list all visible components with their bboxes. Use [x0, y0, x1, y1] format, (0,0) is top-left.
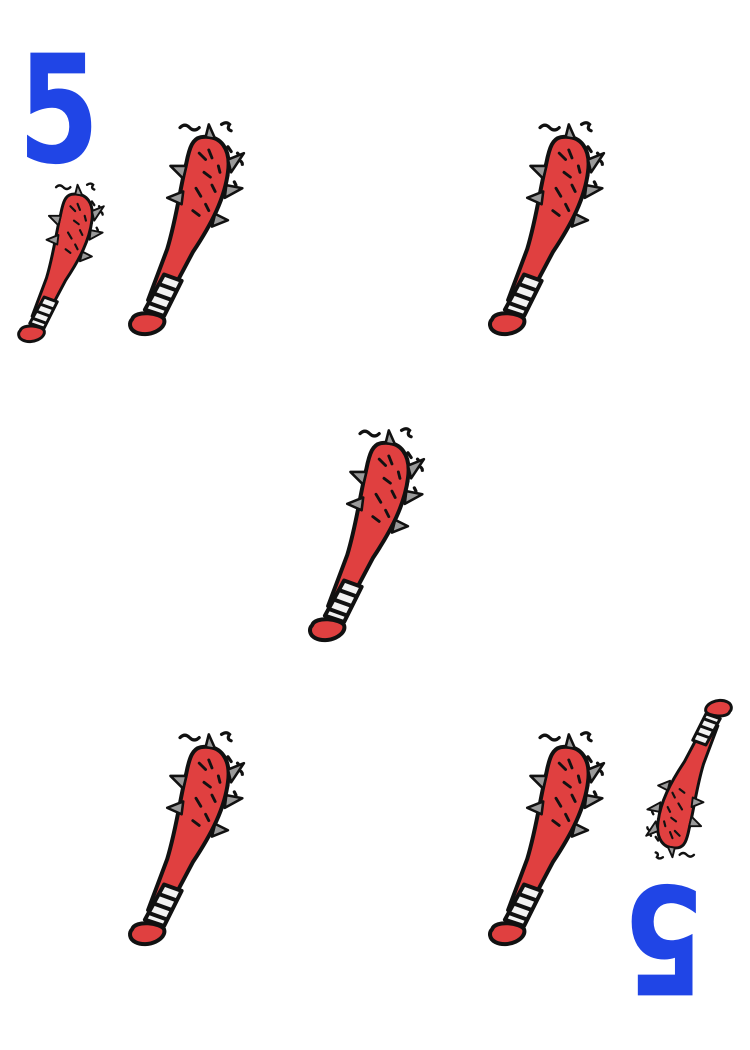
pip-bottom-right-spiked-bat-icon [476, 728, 636, 958]
pip-center-spiked-bat-icon [296, 424, 456, 654]
corner-pip-bottom-spiked-bat-icon [622, 690, 742, 862]
rank-top: 5 [18, 24, 100, 198]
corner-pip-top-spiked-bat-icon [8, 180, 128, 352]
pip-bottom-left-spiked-bat-icon [116, 728, 276, 958]
pip-top-right-spiked-bat-icon [476, 118, 636, 348]
pip-top-left-spiked-bat-icon [116, 118, 276, 348]
